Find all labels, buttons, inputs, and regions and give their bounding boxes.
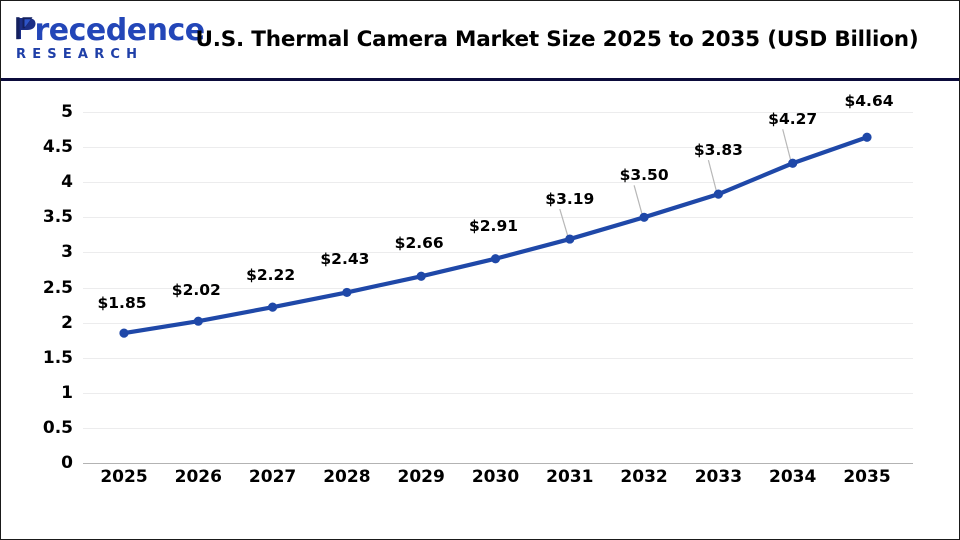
- y-axis-tick-label: 3: [61, 242, 73, 263]
- data-point-label: $3.83: [693, 141, 743, 160]
- y-axis-tick: 1: [1, 382, 73, 403]
- x-axis-tick-label: 2033: [694, 467, 743, 487]
- precedence-research-logo: Precedence RESEARCH: [13, 14, 205, 66]
- series-marker: [862, 132, 872, 142]
- y-axis-tick-label: 5: [61, 102, 73, 122]
- series-marker: [268, 302, 278, 312]
- x-axis-tick-label: 2029: [397, 467, 445, 487]
- leader-line: [633, 185, 643, 215]
- page-title: U.S. Thermal Camera Market Size 2025 to …: [195, 27, 919, 52]
- data-point-label: $3.50: [619, 166, 669, 185]
- series-marker: [193, 316, 203, 326]
- gridline: [83, 112, 913, 113]
- y-axis-tick: 0.5: [1, 417, 73, 438]
- y-axis-tick-label: 4: [61, 172, 73, 193]
- x-axis-tick-label: 2031: [546, 467, 594, 487]
- data-point-label: $1.85: [97, 294, 147, 313]
- leader-lines-group: [559, 129, 792, 237]
- series-marker: [713, 189, 724, 199]
- y-axis-tick-label: 3.5: [42, 207, 73, 228]
- y-axis-tick: 3.5: [1, 209, 73, 226]
- data-point-label: $2.91: [468, 216, 519, 235]
- gridline: [83, 322, 913, 324]
- series-marker: [565, 234, 575, 244]
- gridline: [83, 357, 913, 359]
- header-divider: [1, 78, 959, 81]
- gridline: [83, 392, 913, 394]
- series-marker: [342, 287, 352, 298]
- y-axis-tick-label: 2: [61, 312, 73, 333]
- series-marker: [639, 212, 649, 222]
- data-point-label: $4.64: [844, 92, 894, 111]
- leader-line: [707, 159, 717, 192]
- gridline: [83, 217, 913, 219]
- y-axis-tick: 1.5: [1, 347, 73, 368]
- x-axis-tick-label: 2026: [174, 467, 222, 487]
- y-axis-tick-label: 1: [61, 382, 73, 403]
- data-point-label: $2.22: [246, 266, 296, 285]
- data-point-label: $4.27: [768, 110, 818, 129]
- gridline: [83, 427, 913, 429]
- data-point-label: $3.19: [545, 190, 595, 209]
- series-marker: [490, 254, 501, 264]
- y-axis-tick-label: 4.5: [42, 137, 73, 158]
- gridline: [83, 287, 913, 289]
- y-axis-tick-label: 1.5: [42, 347, 73, 368]
- x-axis-tick-label: 2027: [248, 467, 297, 487]
- data-point-label: $2.66: [394, 234, 444, 253]
- logo-word-text: recedence: [34, 13, 206, 48]
- gridline: [83, 252, 913, 254]
- logo-subtext: RESEARCH: [16, 47, 144, 62]
- data-point-label: $2.02: [171, 281, 221, 300]
- y-axis-tick: 2: [1, 312, 73, 333]
- y-axis-tick-label: 0.5: [42, 417, 73, 438]
- gridline: [83, 182, 913, 184]
- series-marker: [119, 328, 129, 338]
- x-axis-tick-label: 2034: [769, 467, 817, 487]
- x-axis-tick-label: 2030: [471, 467, 520, 487]
- y-axis-tick-label: 0: [61, 453, 73, 473]
- y-axis-tick: 0: [1, 455, 73, 472]
- y-axis-tick: 5: [1, 104, 73, 121]
- y-axis-tick: 4.5: [1, 139, 73, 156]
- y-axis-tick: 2.5: [1, 277, 73, 298]
- logo-wordmark: Precedence: [13, 13, 206, 48]
- leader-line: [559, 208, 569, 237]
- y-axis-tick: 3: [1, 244, 73, 261]
- series-marker: [416, 271, 426, 281]
- line-series-svg: [119, 129, 872, 338]
- x-axis-tick-label: 2032: [620, 467, 668, 487]
- precedence-leaf-mark-icon: [16, 17, 36, 40]
- series-line: [121, 135, 870, 336]
- x-axis-tick-label: 2025: [100, 467, 148, 487]
- chart-plot-area: 5 4.5 4 3.5 3 2.5 2 1.5 1 0.5 0 2025 2026 2027 2028 20…: [1, 81, 959, 539]
- series-marker: [788, 158, 798, 168]
- gridline: [83, 463, 913, 464]
- leader-line: [782, 129, 792, 161]
- y-axis-tick: 4: [1, 174, 73, 191]
- gridline: [83, 147, 913, 149]
- chart-header: Precedence RESEARCH U.S. Thermal Camera …: [1, 1, 959, 78]
- y-axis-tick-label: 2.5: [42, 277, 73, 298]
- x-axis-tick-label: 2028: [323, 467, 371, 487]
- x-axis-tick-label: 2035: [843, 467, 891, 487]
- series-markers-group: [119, 132, 872, 338]
- data-point-label: $2.43: [320, 250, 370, 269]
